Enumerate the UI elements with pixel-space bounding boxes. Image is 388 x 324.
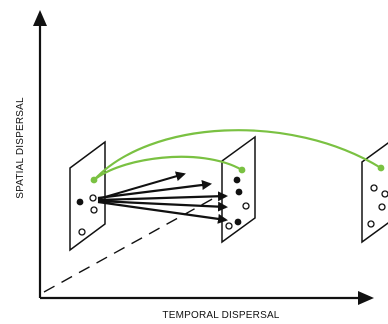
panel-middle-filled-dot xyxy=(234,218,242,226)
x-axis-label: TEMPORAL DISPERSAL xyxy=(162,310,279,321)
dispersal-arrow xyxy=(97,200,228,224)
panel-middle xyxy=(221,135,256,244)
panel-middle-open-dot xyxy=(225,222,233,230)
panel-middle-filled-dot xyxy=(233,176,241,184)
dispersal-arrows xyxy=(97,171,228,224)
dispersal-arrow xyxy=(97,180,212,200)
panel-right-open-dot xyxy=(378,203,386,211)
x-axis-arrowhead xyxy=(358,291,374,305)
panel-left-open-dot xyxy=(78,228,86,236)
panel-right-open-dot xyxy=(370,184,378,192)
panel-right-open-dot xyxy=(367,220,375,228)
y-axis-label: SPATIAL DISPERSAL xyxy=(15,97,26,199)
panel-left xyxy=(69,140,106,252)
panel-left-open-dot xyxy=(89,194,97,202)
green-links xyxy=(93,129,382,181)
panel-left-open-dot xyxy=(90,206,98,214)
panel-right xyxy=(361,142,388,244)
panel-middle-filled-dot xyxy=(235,188,243,196)
dispersal-arrow xyxy=(97,199,228,212)
panel-middle-open-dot xyxy=(242,202,250,210)
green-link-left-to-middle xyxy=(93,155,243,181)
dispersal-arrow xyxy=(97,191,228,202)
panel-left-sheet xyxy=(69,140,106,252)
dashed-perspective-line xyxy=(43,191,226,293)
dispersal-arrow xyxy=(97,171,186,200)
y-axis-arrowhead xyxy=(33,10,47,26)
panel-left-filled-dot xyxy=(76,198,84,206)
green-link-left-to-right xyxy=(93,129,382,181)
panel-right-open-dot xyxy=(381,190,388,198)
